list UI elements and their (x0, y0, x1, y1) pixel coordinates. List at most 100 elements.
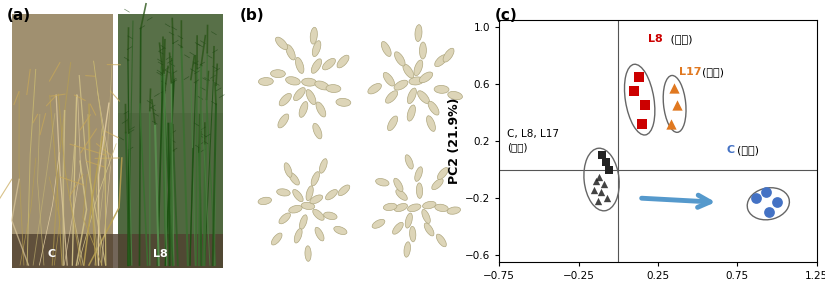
Ellipse shape (385, 91, 398, 103)
Ellipse shape (326, 85, 341, 92)
Ellipse shape (278, 114, 289, 128)
Ellipse shape (408, 88, 417, 103)
Ellipse shape (299, 215, 307, 229)
Ellipse shape (394, 52, 405, 66)
Ellipse shape (419, 42, 427, 59)
Point (667, 86, 681, 91)
Ellipse shape (419, 72, 432, 83)
Ellipse shape (372, 219, 384, 228)
Ellipse shape (417, 91, 430, 103)
Point (597, 182, 610, 186)
Ellipse shape (279, 93, 291, 106)
Text: L8: L8 (408, 14, 424, 27)
Ellipse shape (394, 178, 403, 191)
Ellipse shape (310, 195, 323, 204)
Ellipse shape (319, 159, 328, 173)
Point (628, 89, 641, 93)
Ellipse shape (305, 246, 311, 261)
Ellipse shape (289, 205, 302, 213)
Ellipse shape (435, 55, 447, 67)
Ellipse shape (271, 233, 282, 245)
Ellipse shape (323, 58, 336, 70)
Ellipse shape (408, 105, 416, 121)
Ellipse shape (276, 37, 288, 50)
Ellipse shape (405, 213, 412, 228)
Ellipse shape (422, 210, 431, 223)
Ellipse shape (294, 88, 305, 101)
Text: 濡潤: 濡潤 (245, 73, 255, 85)
Text: (干旱): (干旱) (738, 145, 759, 155)
Ellipse shape (279, 213, 290, 224)
Point (635, 122, 648, 126)
Ellipse shape (388, 116, 398, 131)
Ellipse shape (295, 58, 304, 73)
Ellipse shape (422, 201, 436, 209)
FancyBboxPatch shape (117, 14, 224, 268)
Ellipse shape (428, 101, 439, 115)
Text: (干旱): (干旱) (667, 34, 692, 44)
Ellipse shape (381, 41, 391, 56)
FancyBboxPatch shape (12, 14, 113, 268)
Point (639, 103, 652, 108)
Ellipse shape (323, 212, 337, 220)
Ellipse shape (311, 172, 319, 186)
Ellipse shape (338, 185, 350, 196)
Text: L8: L8 (648, 34, 663, 44)
Ellipse shape (415, 25, 422, 41)
Ellipse shape (326, 190, 337, 200)
Ellipse shape (271, 70, 285, 78)
Text: (干旱): (干旱) (701, 67, 724, 77)
Ellipse shape (403, 64, 413, 78)
Ellipse shape (285, 77, 300, 85)
Ellipse shape (258, 197, 271, 204)
Text: C, L8, L17
(湿润): C, L8, L17 (湿润) (507, 129, 559, 153)
Point (664, 122, 677, 126)
Ellipse shape (393, 222, 403, 234)
Ellipse shape (306, 186, 314, 201)
Ellipse shape (315, 81, 329, 90)
Ellipse shape (408, 204, 421, 212)
Ellipse shape (394, 204, 408, 212)
Ellipse shape (313, 123, 322, 139)
Ellipse shape (443, 48, 454, 62)
Point (592, 174, 606, 179)
Ellipse shape (306, 90, 316, 105)
Point (671, 103, 684, 108)
Ellipse shape (424, 223, 434, 236)
Ellipse shape (368, 83, 381, 94)
Point (591, 199, 604, 203)
Ellipse shape (394, 80, 408, 90)
Point (602, 167, 615, 172)
Ellipse shape (415, 167, 422, 181)
Ellipse shape (299, 102, 308, 117)
Y-axis label: PC2 (21.9%): PC2 (21.9%) (448, 98, 460, 184)
Ellipse shape (337, 55, 349, 68)
Ellipse shape (434, 85, 449, 93)
Point (589, 179, 602, 183)
Ellipse shape (414, 60, 422, 76)
Text: C: C (726, 145, 734, 155)
Ellipse shape (286, 45, 295, 60)
Ellipse shape (295, 228, 302, 243)
Ellipse shape (375, 179, 389, 186)
FancyBboxPatch shape (117, 14, 224, 113)
Ellipse shape (437, 168, 448, 179)
Ellipse shape (448, 91, 463, 100)
Text: L17: L17 (679, 67, 701, 77)
Point (762, 210, 776, 215)
Point (594, 190, 607, 195)
Text: (b): (b) (240, 8, 265, 23)
Text: L8: L8 (153, 250, 167, 259)
Ellipse shape (293, 190, 303, 202)
Ellipse shape (427, 116, 436, 131)
Ellipse shape (384, 203, 397, 211)
Text: (c): (c) (495, 8, 518, 23)
Point (759, 190, 772, 195)
Ellipse shape (313, 41, 321, 57)
Ellipse shape (315, 227, 324, 241)
Text: (a): (a) (7, 8, 31, 23)
Point (771, 200, 784, 205)
Ellipse shape (405, 155, 413, 169)
Ellipse shape (431, 179, 443, 190)
Point (599, 160, 612, 165)
